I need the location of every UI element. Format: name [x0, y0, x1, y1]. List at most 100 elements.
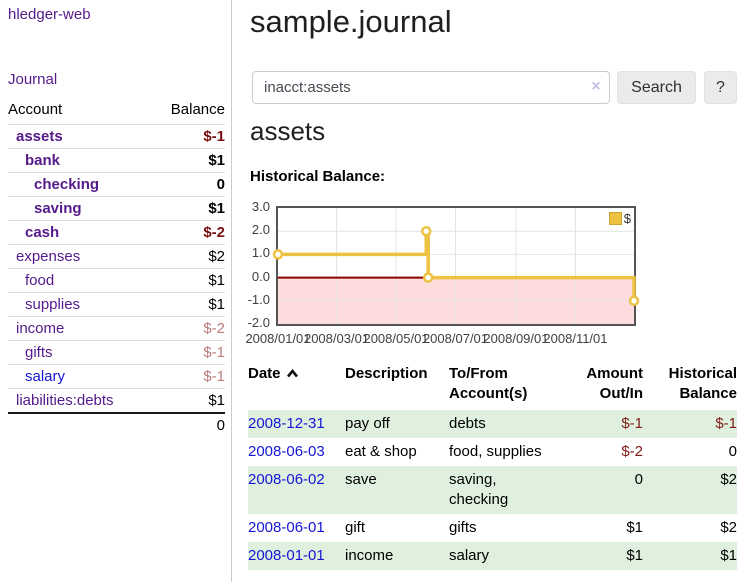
- account-balance: $-1: [203, 368, 225, 385]
- account-link[interactable]: food: [25, 272, 55, 289]
- transaction-amount: $-1: [621, 415, 643, 432]
- account-balance: $1: [208, 152, 225, 169]
- account-row: income $-2: [8, 317, 225, 341]
- account-balance: $-1: [203, 128, 225, 145]
- y-axis-tick-label: 3.0: [251, 199, 270, 214]
- sort-ascending-icon: [286, 365, 299, 385]
- column-header-amount: Amount Out/In: [586, 365, 643, 402]
- transaction-description: pay off: [345, 415, 390, 432]
- transaction-date-link[interactable]: 2008-12-31: [248, 415, 325, 432]
- sidebar-item-journal[interactable]: Journal: [8, 71, 58, 88]
- transaction-balance: $2: [720, 471, 737, 488]
- transaction-accounts: salary: [449, 547, 490, 564]
- account-row: cash $-2: [8, 221, 225, 245]
- account-row: food $1: [8, 269, 225, 293]
- transaction-description: eat & shop: [345, 443, 417, 460]
- transaction-accounts: saving, checking: [449, 471, 509, 508]
- chart-legend: $: [607, 211, 632, 226]
- account-row: checking 0: [8, 173, 225, 197]
- x-axis-tick-label: 2008/03/01: [303, 331, 370, 346]
- account-row: supplies $1: [8, 293, 225, 317]
- y-axis-tick-label: 0.0: [251, 268, 270, 284]
- account-link[interactable]: liabilities:debts: [16, 392, 114, 409]
- account-link[interactable]: saving: [34, 200, 82, 217]
- transaction-accounts: gifts: [449, 519, 477, 536]
- x-axis-tick-label: 2008/07/01: [422, 331, 489, 346]
- account-link[interactable]: assets: [16, 128, 63, 145]
- data-point-marker: [421, 225, 432, 237]
- account-balance: $1: [208, 200, 225, 217]
- account-balance: $1: [208, 296, 225, 313]
- page-title: sample.journal: [250, 4, 452, 39]
- chart-canvas: [272, 208, 640, 324]
- brand-link[interactable]: hledger-web: [8, 6, 91, 23]
- account-link[interactable]: gifts: [25, 344, 53, 361]
- account-link[interactable]: salary: [25, 368, 66, 385]
- transaction-balance: 0: [728, 443, 737, 460]
- transaction-accounts: debts: [449, 415, 486, 432]
- register-row: 2008-01-01 income salary $1 $1: [248, 542, 737, 570]
- help-button[interactable]: ?: [704, 71, 737, 104]
- account-link[interactable]: bank: [25, 152, 61, 169]
- transaction-date-link[interactable]: 2008-06-01: [248, 519, 325, 536]
- chart-caption: Historical Balance:: [250, 168, 386, 185]
- clear-search-icon[interactable]: ×: [591, 78, 601, 95]
- transaction-amount: $1: [626, 519, 643, 536]
- account-link[interactable]: income: [16, 320, 65, 337]
- account-link[interactable]: cash: [25, 224, 60, 241]
- register-row: 2008-06-01 gift gifts $1 $2: [248, 514, 737, 542]
- transaction-date-link[interactable]: 2008-06-03: [248, 443, 325, 460]
- x-axis-tick-label: 2008/05/01: [363, 331, 429, 346]
- account-row: salary $-1: [8, 365, 225, 389]
- y-axis-tick-label: -2.0: [247, 315, 270, 330]
- transaction-amount: $-2: [621, 443, 643, 460]
- column-header-date[interactable]: Date: [248, 361, 345, 410]
- transaction-balance: $1: [720, 547, 737, 564]
- account-row: liabilities:debts $1: [8, 389, 225, 412]
- accounts-table-header: Account Balance: [8, 99, 225, 125]
- transaction-accounts: food, supplies: [449, 443, 542, 460]
- accounts-header-account: Account: [8, 101, 63, 118]
- account-link[interactable]: checking: [34, 176, 100, 193]
- account-link[interactable]: supplies: [25, 296, 81, 313]
- account-balance: $1: [208, 272, 225, 289]
- transaction-amount: $1: [626, 547, 643, 564]
- register-row: 2008-06-03 eat & shop food, supplies $-2 0: [248, 438, 737, 466]
- x-axis-tick-label: 2008/11/01: [543, 331, 608, 346]
- transaction-amount: 0: [634, 471, 643, 488]
- transaction-description: gift: [345, 519, 366, 536]
- transaction-date-link[interactable]: 2008-01-01: [248, 547, 325, 564]
- column-header-date-label: Date: [248, 365, 281, 382]
- account-row: gifts $-1: [8, 341, 225, 365]
- y-axis-tick-label: 1.0: [251, 245, 270, 261]
- register-header-row: Date Description To/From Account(s) Amou…: [248, 361, 737, 410]
- column-header-description: Description: [345, 365, 428, 382]
- data-point-marker: [422, 272, 434, 283]
- y-axis-tick-label: 2.0: [251, 222, 270, 238]
- transaction-date-link[interactable]: 2008-06-02: [248, 471, 325, 488]
- account-row: bank $1: [8, 149, 225, 173]
- account-title: assets: [250, 116, 326, 146]
- accounts-header-balance: Balance: [170, 101, 225, 118]
- account-balance: $-2: [203, 320, 225, 337]
- legend-swatch-icon: [608, 212, 622, 225]
- accounts-table: Account Balance assets $-1 bank $1 checking 0…: [8, 99, 225, 437]
- historical-balance-chart: $: [272, 206, 640, 326]
- search-input[interactable]: [252, 71, 610, 104]
- account-row: assets $-1: [8, 125, 225, 149]
- account-link[interactable]: expenses: [16, 248, 81, 265]
- data-point-marker: [272, 249, 284, 260]
- accounts-rows: assets $-1 bank $1 checking 0 saving $1 cash $-2 e…: [8, 125, 225, 412]
- x-axis-tick-label: 2008/09/01: [483, 331, 549, 346]
- account-balance: $-2: [203, 224, 225, 241]
- account-balance: $2: [208, 248, 225, 265]
- search-button[interactable]: Search: [617, 71, 696, 104]
- column-header-balance: Historical Balance: [668, 365, 737, 402]
- account-balance: $-1: [203, 344, 225, 361]
- legend-label: $: [623, 211, 631, 226]
- data-point-marker: [628, 295, 640, 307]
- account-row: expenses $2: [8, 245, 225, 269]
- transaction-description: income: [345, 547, 394, 564]
- account-row: saving $1: [8, 197, 225, 221]
